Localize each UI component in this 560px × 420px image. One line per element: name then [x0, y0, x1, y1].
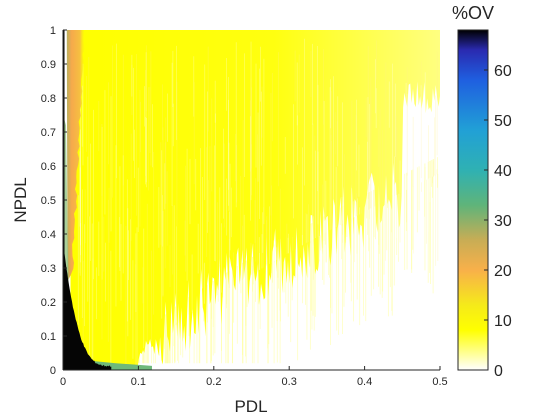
x-tick-label: 0.2 [206, 376, 221, 388]
colorbar-ticks: 0 10 20 30 40 50 60 [484, 63, 512, 380]
y-tick-label: 0.9 [41, 59, 56, 71]
y-tick-label: 0.4 [41, 229, 56, 241]
x-tick-label: 0.1 [131, 376, 146, 388]
axes: 0 0.1 0.2 0.3 0.4 0.5 00.10.20.30.40.50.60.70… [11, 25, 448, 416]
x-tick-label: 0.3 [282, 376, 297, 388]
x-ticks: 0 0.1 0.2 0.3 0.4 0.5 [60, 366, 448, 388]
y-tick-label: 0.3 [41, 263, 56, 275]
colorbar: 0 10 20 30 40 50 60 %OV [452, 3, 512, 380]
orange-region [66, 30, 86, 282]
y-tick-label: 0.5 [41, 195, 56, 207]
x-tick-label: 0.4 [357, 376, 372, 388]
yellow-region [70, 30, 440, 370]
plot-area [63, 30, 440, 370]
black-corner-region [63, 30, 112, 370]
y-tick-label: 0.8 [41, 93, 56, 105]
y-ticks: 0 0.1 0.2 0.3 0.4 0.5 0.6 0.7 0.8 0.9 1 [41, 25, 67, 377]
y-tick-label: 0.6 [41, 161, 56, 173]
streak-texture [77, 38, 440, 370]
x-axis-label: PDL [234, 397, 267, 416]
colorbar-tick-label: 10 [494, 313, 512, 330]
colorbar-tick-label: 60 [494, 63, 512, 80]
y-tick-label: 0.1 [41, 331, 56, 343]
y-tick-label: 0.7 [41, 127, 56, 139]
colorbar-tick-label: 30 [494, 213, 512, 230]
y-tick-label: 1 [50, 25, 56, 37]
colorbar-tick-label: 50 [494, 113, 512, 130]
colorbar-tick-label: 40 [494, 163, 512, 180]
y-axis-label: NPDL [11, 177, 30, 222]
x-tick-label: 0 [60, 376, 66, 388]
colorbar-tick-label: 0 [494, 363, 503, 380]
colorbar-tick-label: 20 [494, 263, 512, 280]
colorbar-title: %OV [452, 3, 494, 23]
x-tick-label: 0.5 [432, 376, 447, 388]
colorbar-bar [457, 29, 489, 371]
y-tick-label: 0.2 [41, 297, 56, 309]
y-tick-label: 0 [50, 365, 56, 377]
